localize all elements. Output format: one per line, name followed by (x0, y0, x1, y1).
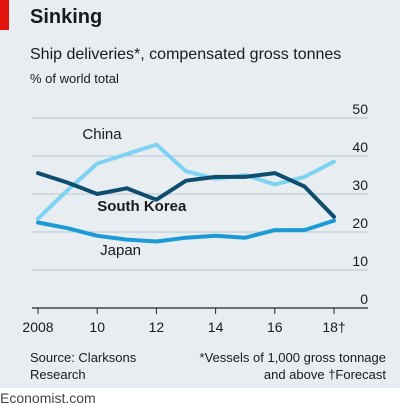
chart-subtitle: Ship deliveries*, compensated gross tonn… (30, 46, 342, 63)
y-tick-label-30: 30 (352, 177, 368, 193)
footnote: *Vessels of 1,000 gross tonnage and abov… (176, 349, 386, 383)
x-tick-label-2018: 18† (322, 319, 345, 335)
x-tick-label-2012: 12 (149, 319, 165, 335)
y-tick-label-0: 0 (360, 291, 368, 307)
series-line-china (36, 142, 336, 221)
y-tick-label-20: 20 (352, 215, 368, 231)
footnote-line-2: and above †Forecast (263, 367, 386, 382)
x-tick-label-2010: 10 (89, 319, 105, 335)
series-label-south-korea: South Korea (97, 198, 187, 215)
chart-title: Sinking (30, 6, 103, 28)
source-line-1: Source: Clarksons (30, 350, 137, 365)
series-line-south-korea (36, 171, 336, 219)
brand-label: Economist.com (0, 390, 96, 406)
source-note: Source: Clarksons Research (30, 349, 180, 383)
red-tag (0, 0, 9, 30)
series-label-china: China (82, 126, 122, 143)
chart-units: % of world total (30, 71, 119, 86)
source-line-2: Research (30, 367, 86, 382)
x-tick-label-2014: 14 (208, 319, 224, 335)
x-tick-label-2008: 2008 (22, 319, 53, 335)
y-tick-label-50: 50 (352, 101, 368, 117)
line-chart: 0 10 20 30 40 50 2008 10 12 14 16 18† China South Kor… (22, 101, 368, 335)
y-tick-label-40: 40 (352, 139, 368, 155)
series-label-japan: Japan (100, 242, 141, 259)
series-line-japan (36, 218, 336, 244)
footnote-line-1: *Vessels of 1,000 gross tonnage (199, 350, 386, 365)
x-tick-label-2016: 16 (267, 319, 283, 335)
y-tick-label-10: 10 (352, 253, 368, 269)
